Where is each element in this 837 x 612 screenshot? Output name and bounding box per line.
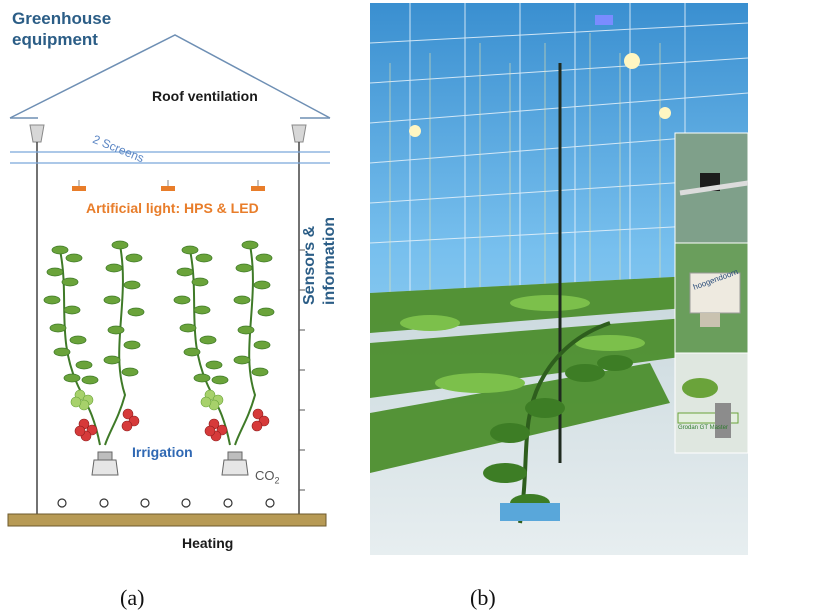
panel-a-label-text: (a) bbox=[120, 585, 145, 610]
greenhouse-diagram: Greenhouse equipment Roof ventilation 2 … bbox=[0, 0, 362, 570]
grodan-sign-1: Grodan GT Master bbox=[678, 425, 728, 431]
artificial-light-label: Artificial light: HPS & LED bbox=[86, 200, 259, 216]
lamp-3 bbox=[251, 180, 265, 191]
heating-pipes bbox=[57, 498, 275, 508]
panel-label-a: (a) bbox=[120, 585, 144, 611]
lamp-2 bbox=[161, 180, 175, 191]
sensor-ticks bbox=[299, 249, 305, 491]
greenhouse-photo-svg bbox=[370, 3, 748, 555]
title-line-1: Greenhouse bbox=[12, 9, 112, 28]
gutter-right bbox=[291, 124, 307, 143]
inset-sensor-2 bbox=[674, 242, 748, 354]
roof-outline bbox=[9, 34, 331, 119]
sensors-line-2: information bbox=[321, 217, 338, 305]
sensors-line-1: Sensors & bbox=[301, 225, 318, 305]
sensors-label: Sensors & information bbox=[300, 217, 340, 305]
greenhouse-schematic-svg bbox=[7, 34, 331, 527]
photo-lamps bbox=[409, 15, 671, 137]
irrigation-label: Irrigation bbox=[132, 444, 193, 460]
crop-highlights bbox=[400, 295, 645, 393]
co2-text: CO bbox=[255, 468, 275, 483]
floor bbox=[7, 513, 327, 527]
roof-ventilation-label: Roof ventilation bbox=[152, 88, 258, 104]
panel-label-b: (b) bbox=[470, 585, 496, 611]
panel-b-label-text: (b) bbox=[470, 585, 496, 610]
plant-group-left bbox=[43, 240, 145, 476]
co2-subscript: 2 bbox=[274, 475, 280, 486]
lamp-1 bbox=[72, 180, 86, 191]
diagram-title: Greenhouse equipment bbox=[12, 8, 111, 50]
greenhouse-photo: hoogendoorn Grodan GT Master bbox=[370, 3, 748, 555]
plant-strings bbox=[389, 33, 661, 323]
foreground-plant bbox=[483, 63, 633, 524]
title-line-2: equipment bbox=[12, 30, 98, 49]
co2-label: CO2 bbox=[255, 468, 280, 486]
inset-sensor-3 bbox=[674, 352, 748, 454]
gutter-left bbox=[29, 124, 45, 143]
heating-label: Heating bbox=[182, 535, 234, 551]
inset-sensor-1 bbox=[674, 132, 748, 244]
plant-group-right bbox=[173, 240, 275, 476]
